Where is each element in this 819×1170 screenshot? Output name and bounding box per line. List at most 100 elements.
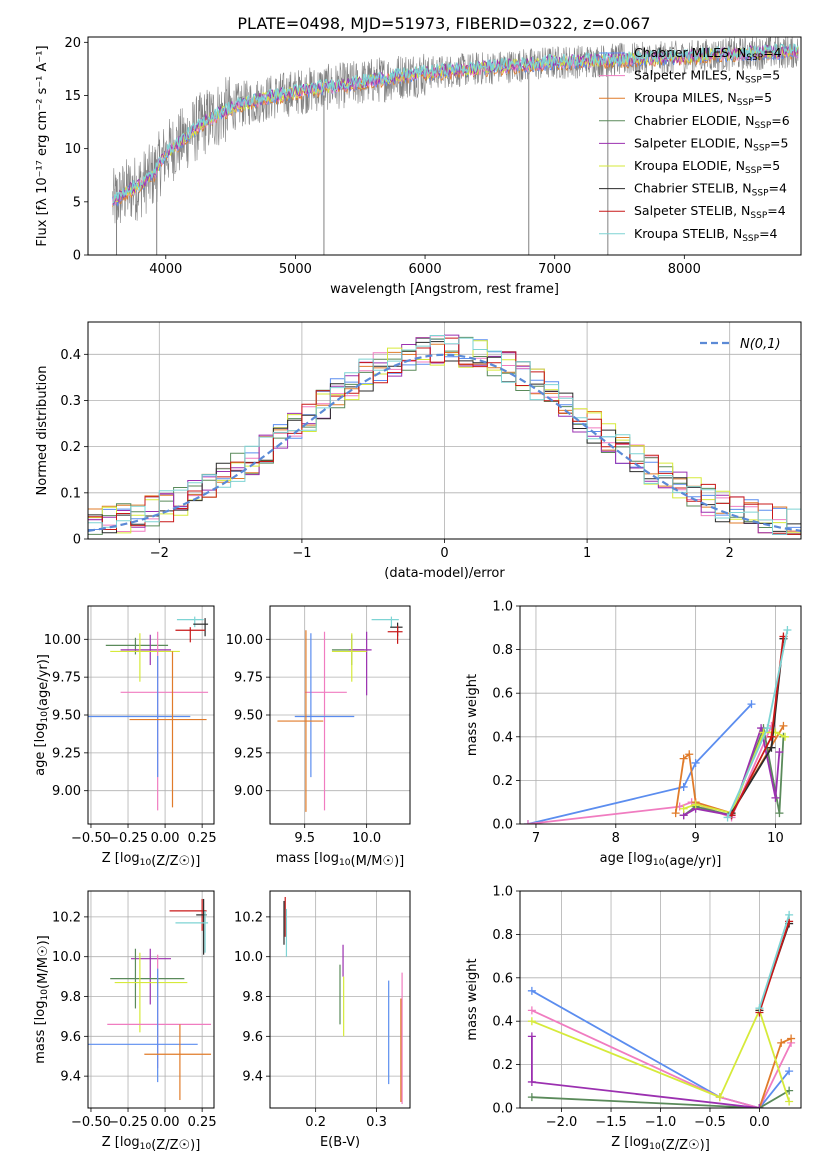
weight-marker [775, 748, 784, 757]
y-tick-label: 1.0 [492, 885, 513, 900]
y-tick-label: 10 [64, 142, 81, 157]
x-tick-label: 4000 [149, 262, 182, 277]
weight-marker [747, 700, 756, 709]
y-tick-label: 0.1 [60, 486, 81, 501]
y-axis-label: mass weight [465, 674, 480, 756]
x-axis-label: Z [log10(Z/Z☉)] [102, 1135, 201, 1153]
y-tick-label: 9.4 [242, 1070, 263, 1085]
weight-marker [785, 910, 794, 919]
x-tick-label: 0.3 [366, 1115, 387, 1130]
y-tick-label: 0.3 [60, 394, 81, 409]
weight-marker [755, 1104, 764, 1108]
errorbar-point [176, 616, 204, 628]
weight-marker [527, 986, 536, 995]
y-tick-label: 0.8 [492, 643, 513, 658]
y-tick-label: 10.0 [234, 950, 263, 965]
y-tick-label: 9.6 [242, 1030, 263, 1045]
y-tick-label: 0.4 [492, 730, 513, 745]
y-tick-label: 9.25 [234, 746, 263, 761]
y-axis-label: Flux [fλ 10⁻¹⁷ erg cm⁻² s⁻¹ A⁻¹] [35, 45, 50, 246]
errorbar-point [277, 630, 324, 812]
weight-line-chabrier_elodie [531, 1089, 790, 1108]
errorbar-point [130, 948, 172, 1005]
errorbar-point [349, 631, 372, 696]
errorbar-point [120, 634, 172, 666]
x-tick-label: −1 [292, 546, 311, 561]
weight-marker [527, 1006, 536, 1015]
y-tick-label: 10.00 [44, 633, 81, 648]
errorbar-point [144, 1024, 212, 1101]
x-tick-label: 2 [726, 546, 734, 561]
axes-frame [87, 36, 802, 256]
hist-kroupa_stelib [88, 335, 801, 535]
y-tick-label: 9.00 [234, 784, 263, 799]
figure-title: PLATE=0498, MJD=51973, FIBERID=0322, z=0… [237, 14, 650, 33]
weight-line-salpeter_elodie [683, 724, 781, 817]
x-tick-label: −1.0 [645, 1115, 677, 1130]
x-tick-label: 7 [532, 831, 540, 846]
weight-line-chabrier_miles [527, 703, 753, 824]
errorbar-point [390, 622, 403, 637]
x-tick-label: 8000 [668, 262, 701, 277]
weight-marker [787, 1034, 796, 1043]
weight-marker [679, 804, 688, 813]
errorbar-point [110, 633, 180, 682]
panel-age-vs-mass: 9.5 10.0 9.00 9.25 9.50 9.75 10.00 mass [log10(… [226, 605, 411, 869]
y-tick-label: 0.4 [60, 348, 81, 363]
y-tick-label: 9.00 [52, 784, 81, 799]
x-axis-label: mass [log10(M/M☉)] [276, 851, 404, 869]
weight-marker [775, 809, 784, 818]
x-tick-label: 0.2 [305, 1115, 326, 1130]
weight-marker [527, 1077, 536, 1086]
weight-marker [723, 813, 732, 822]
errorbar-plot [88, 898, 212, 1101]
weight-marker [771, 793, 780, 802]
weight-marker [767, 743, 776, 752]
x-tick-label: 0.25 [188, 1115, 217, 1130]
x-axis-label: wavelength [Angstrom, rest frame] [330, 282, 559, 297]
errorbar-point [175, 910, 209, 953]
weight-line-salpeter_miles [531, 1009, 792, 1108]
hist-plot [88, 334, 801, 535]
y-tick-label: 9.8 [60, 990, 81, 1005]
axes-frame [87, 321, 802, 540]
x-tick-label: −0.25 [108, 831, 148, 846]
gaussian-curve [88, 353, 801, 532]
x-axis-label: age [log10(age/yr)] [600, 851, 722, 869]
y-tick-label: 10.2 [52, 910, 81, 925]
y-tick-label: 15 [64, 89, 81, 104]
weight-line-salpeter_elodie [531, 1036, 760, 1108]
y-axis-label: mass [log10(M/M☉)] [33, 935, 51, 1063]
x-tick-label: −2 [150, 546, 169, 561]
weight-marker [785, 1067, 794, 1076]
errorbar-point [193, 618, 209, 637]
errorbar-point [129, 651, 207, 808]
errorbar-point [88, 655, 191, 778]
x-tick-label: 0.0 [749, 1115, 770, 1130]
y-tick-label: 9.75 [52, 671, 81, 686]
weight-marker [523, 820, 532, 824]
x-tick-label: −0.25 [108, 1115, 148, 1130]
y-tick-label: 10.0 [52, 950, 81, 965]
x-tick-label: 7000 [538, 262, 571, 277]
y-tick-label: 1.0 [492, 600, 513, 615]
legend-entry: Salpeter ELODIE, NSSP=5 [634, 135, 788, 153]
x-axis-label: E(B-V) [320, 1135, 360, 1150]
y-tick-label: 0.4 [492, 1015, 513, 1030]
weight-line-kroupa_stelib [758, 914, 790, 1009]
y-tick-label: 9.4 [60, 1070, 81, 1085]
errorbar-point [175, 627, 206, 643]
legend-entry: Kroupa STELIB, NSSP=4 [634, 226, 778, 244]
legend-entry: Salpeter MILES, NSSP=5 [634, 68, 780, 86]
y-tick-label: 0.2 [60, 440, 81, 455]
y-axis-label: Normed distribution [35, 366, 50, 496]
y-tick-label: 0.6 [492, 971, 513, 986]
legend-entry: Chabrier STELIB, NSSP=4 [634, 181, 787, 199]
weight-line-kroupa_elodie [531, 1007, 790, 1102]
legend-entry: Chabrier ELODIE, NSSP=6 [634, 113, 790, 131]
x-tick-label: 0.25 [188, 831, 217, 846]
y-tick-label: 0 [73, 249, 81, 264]
errorbar-point [294, 633, 355, 778]
